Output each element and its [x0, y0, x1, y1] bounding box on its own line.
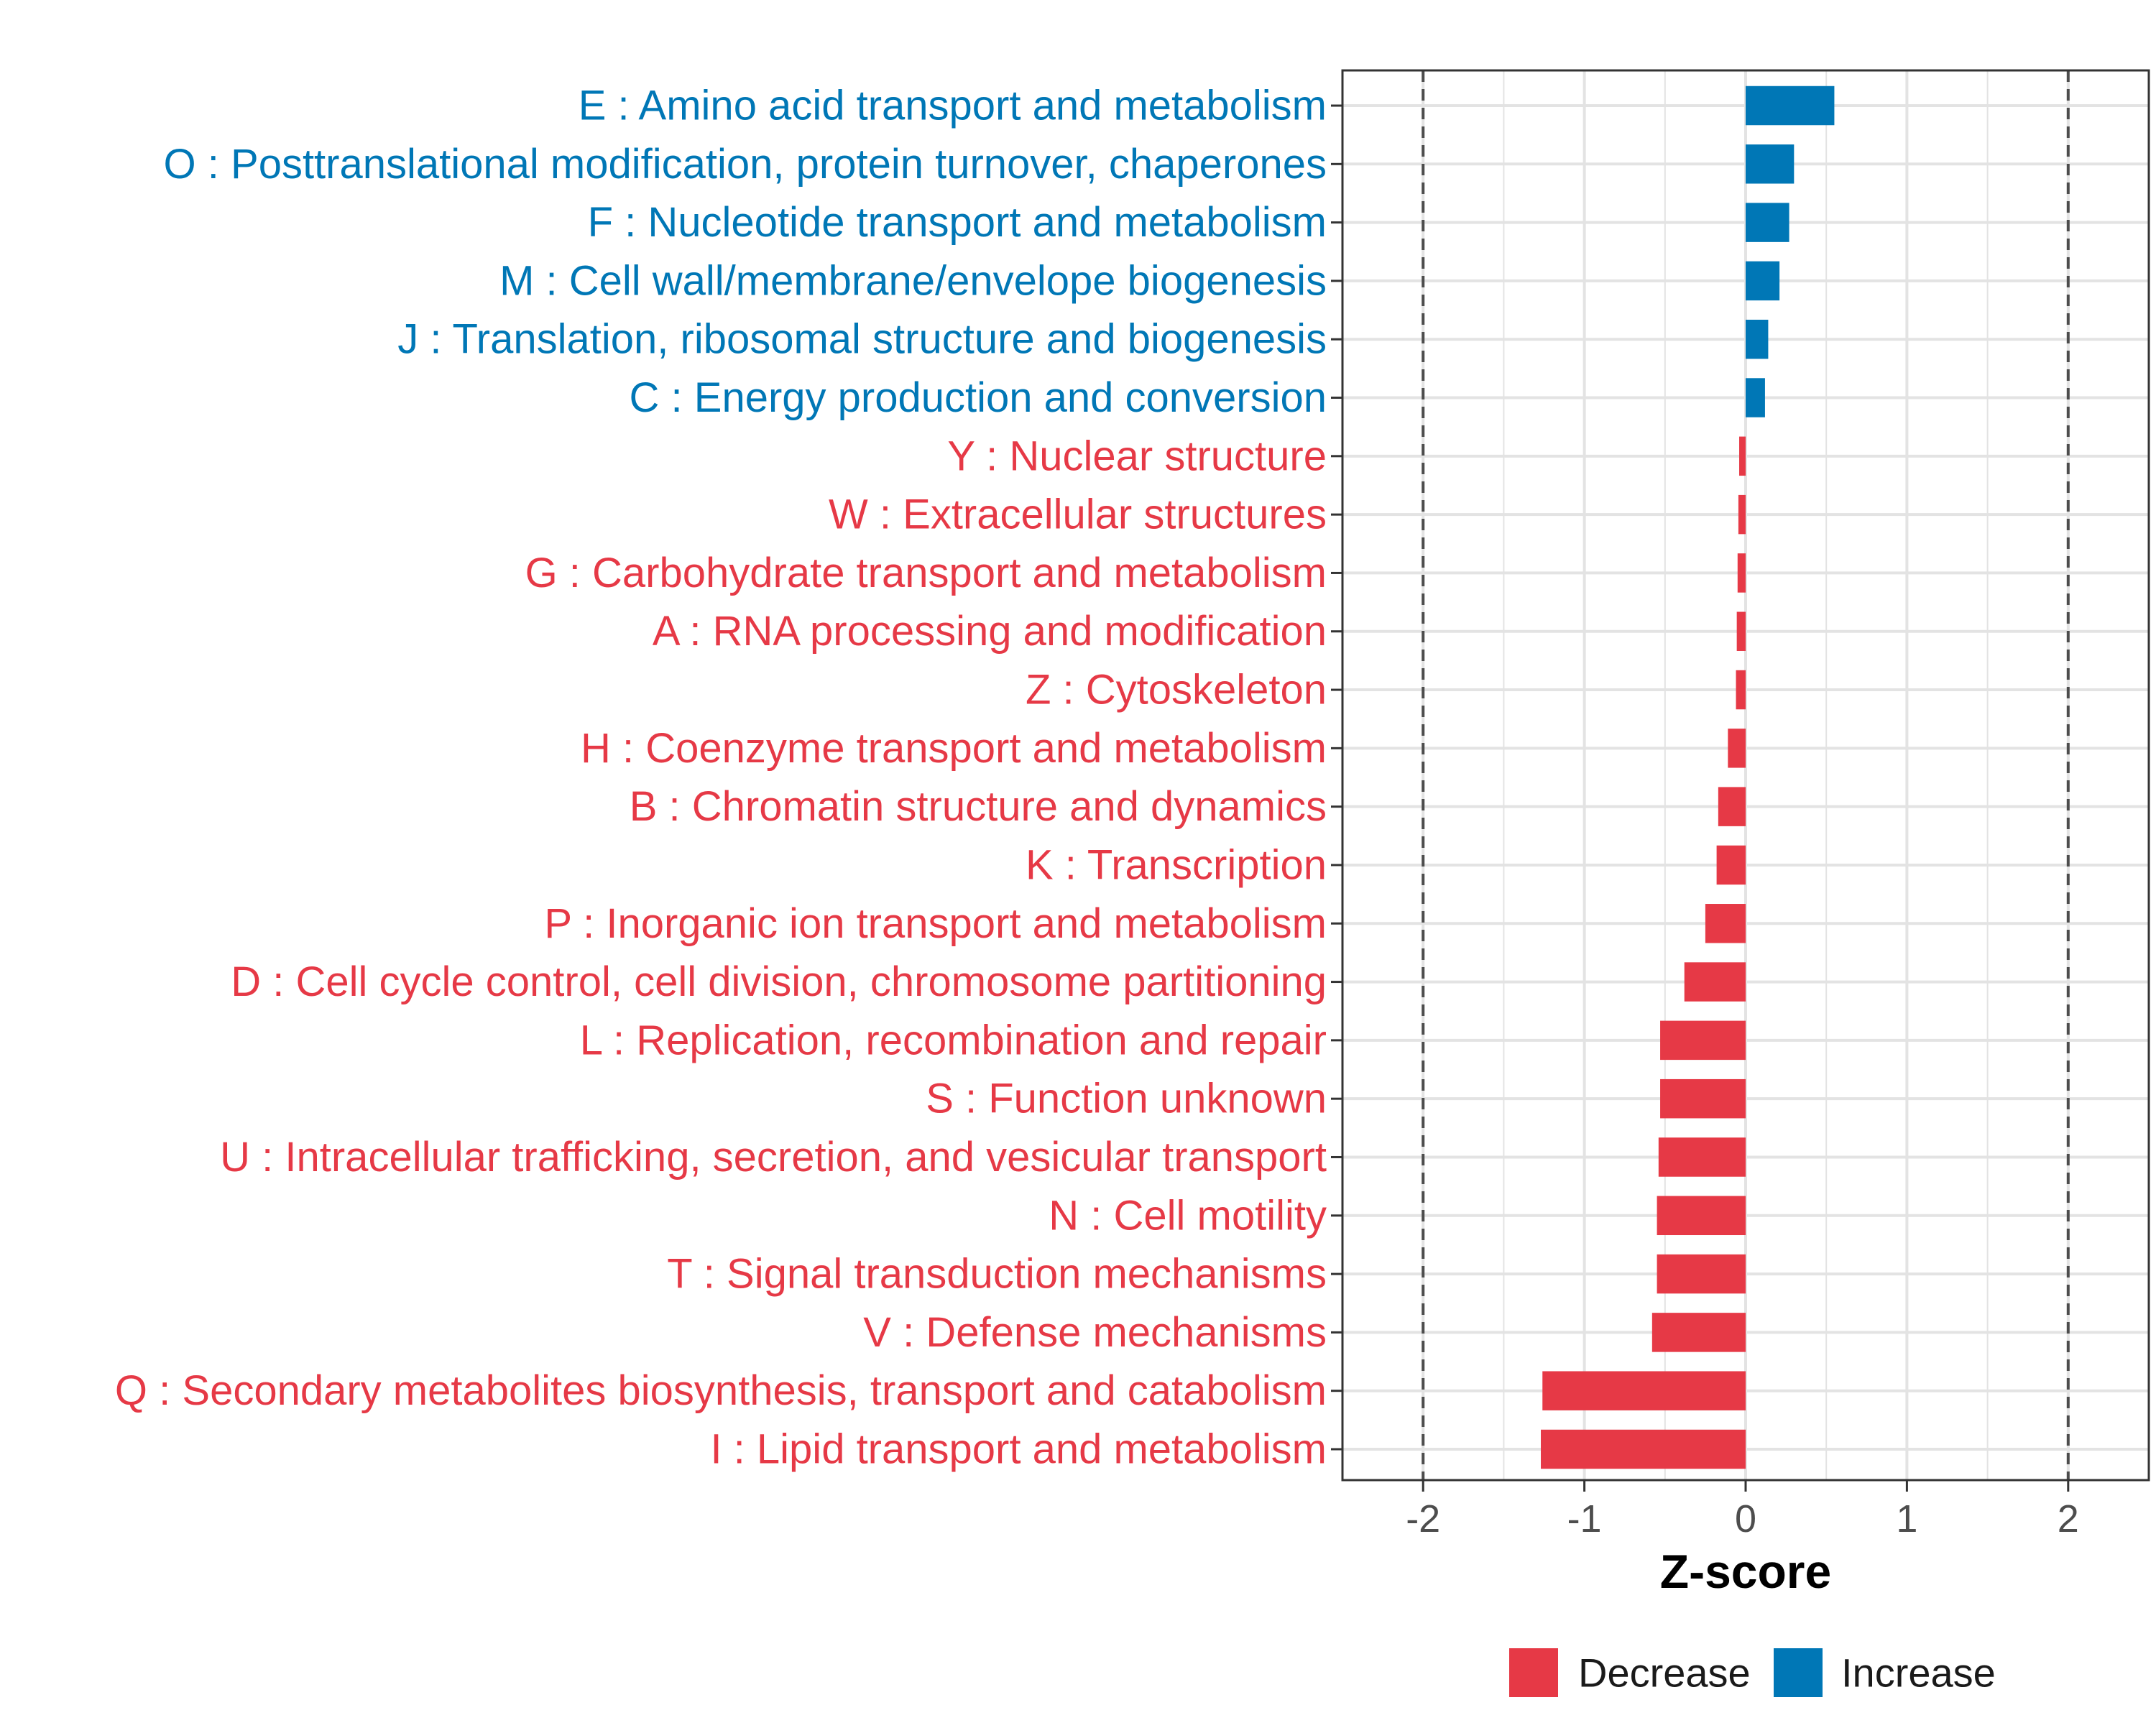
- legend-label-decrease: Decrease: [1578, 1650, 1751, 1696]
- bar: [1660, 1020, 1746, 1061]
- bar: [1651, 1313, 1746, 1352]
- bar: [1736, 611, 1746, 651]
- category-label: G : Carbohydrate transport and metabolis…: [525, 550, 1327, 596]
- bar: [1736, 670, 1746, 710]
- legend-label-increase: Increase: [1841, 1650, 1996, 1696]
- category-label: Z : Cytoskeleton: [1026, 667, 1327, 713]
- bar: [1746, 378, 1765, 417]
- category-label: W : Extracellular structures: [829, 491, 1327, 538]
- category-label: C : Energy production and conversion: [630, 374, 1327, 421]
- bar: [1728, 729, 1746, 768]
- bar: [1705, 904, 1746, 943]
- x-axis-title: Z-score: [1660, 1545, 1831, 1598]
- bar: [1746, 203, 1789, 242]
- bar: [1746, 86, 1835, 126]
- bar: [1684, 962, 1746, 1002]
- legend: Decrease Increase: [1509, 1648, 1996, 1697]
- category-label: F : Nucleotide transport and metabolism: [588, 199, 1327, 246]
- bar: [1746, 144, 1795, 184]
- category-label: M : Cell wall/membrane/envelope biogenes…: [499, 257, 1327, 304]
- bar: [1657, 1254, 1746, 1294]
- category-label: O : Posttranslational modification, prot…: [164, 141, 1327, 188]
- bar: [1739, 436, 1746, 476]
- bar: [1737, 553, 1746, 593]
- category-label: B : Chromatin structure and dynamics: [630, 783, 1327, 830]
- category-label: D : Cell cycle control, cell division, c…: [231, 958, 1327, 1005]
- legend-key-increase: [1774, 1648, 1823, 1697]
- legend-key-decrease: [1509, 1648, 1558, 1697]
- category-label: V : Defense mechanisms: [863, 1309, 1327, 1356]
- category-label: H : Coenzyme transport and metabolism: [581, 725, 1327, 772]
- bar: [1541, 1429, 1746, 1469]
- category-label: N : Cell motility: [1049, 1192, 1327, 1239]
- bar: [1660, 1078, 1746, 1119]
- category-label: J : Translation, ribosomal structure and…: [397, 316, 1327, 363]
- category-label: U : Intracellular trafficking, secretion…: [220, 1134, 1327, 1181]
- category-label: T : Signal transduction mechanisms: [667, 1251, 1327, 1298]
- y-tick-layer: [1331, 104, 1342, 1451]
- bar-layer: [1541, 86, 1835, 1469]
- bar: [1542, 1371, 1746, 1410]
- x-tick-label: -2: [1406, 1497, 1440, 1540]
- x-tick-label: 0: [1735, 1497, 1756, 1540]
- category-label: E : Amino acid transport and metabolism: [579, 83, 1327, 129]
- bar: [1718, 787, 1746, 826]
- category-label: P : Inorganic ion transport and metaboli…: [544, 900, 1327, 947]
- bar: [1746, 319, 1769, 359]
- category-label-layer: E : Amino acid transport and metabolism O…: [115, 83, 1327, 1473]
- reference-line-layer: [1422, 70, 2070, 1480]
- bar: [1657, 1196, 1746, 1236]
- category-label: I : Lipid transport and metabolism: [710, 1426, 1327, 1473]
- x-tick-label: -1: [1567, 1497, 1602, 1540]
- x-tick-layer: -2 -1 0 1 2: [1406, 1480, 2079, 1540]
- bar: [1716, 845, 1746, 885]
- x-tick-label: 1: [1896, 1497, 1917, 1540]
- bar: [1738, 494, 1746, 535]
- category-label: S : Function unknown: [926, 1076, 1327, 1122]
- category-label: Y : Nuclear structure: [947, 433, 1327, 479]
- x-tick-label: 2: [2058, 1497, 2079, 1540]
- category-label: K : Transcription: [1026, 841, 1327, 888]
- category-label: A : RNA processing and modification: [653, 608, 1327, 655]
- bar: [1658, 1137, 1746, 1177]
- category-label: L : Replication, recombination and repai…: [580, 1017, 1327, 1063]
- category-label: Q : Secondary metabolites biosynthesis, …: [115, 1367, 1327, 1414]
- bar: [1746, 261, 1780, 301]
